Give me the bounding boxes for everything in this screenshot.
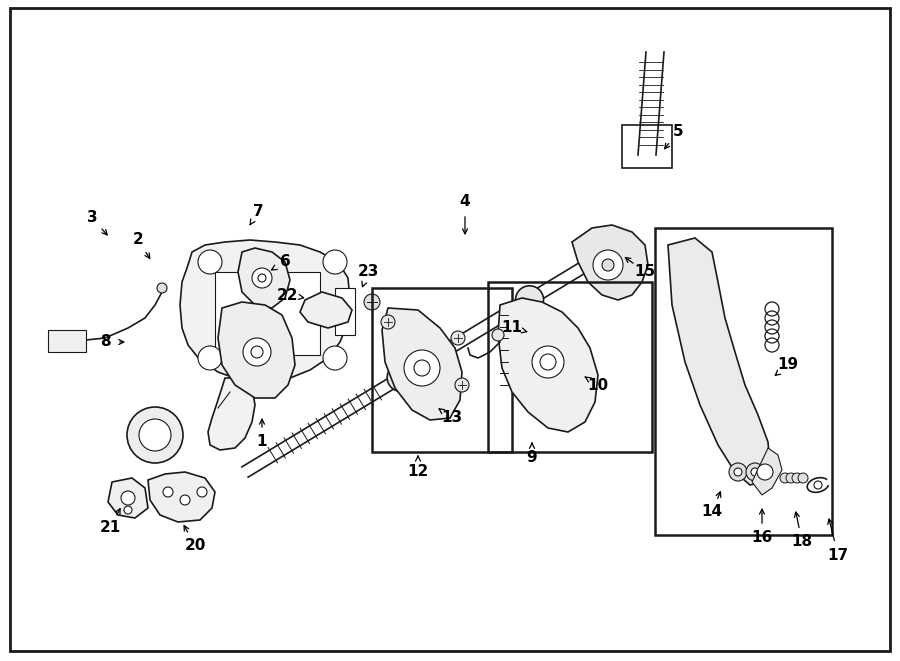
Text: 5: 5 [672, 124, 683, 139]
Circle shape [814, 481, 822, 489]
Circle shape [198, 346, 222, 370]
Polygon shape [668, 238, 770, 485]
Text: 16: 16 [752, 531, 772, 545]
Circle shape [180, 495, 190, 505]
Text: 19: 19 [778, 358, 798, 373]
Circle shape [258, 274, 266, 282]
Circle shape [139, 419, 171, 451]
Text: 14: 14 [701, 504, 723, 520]
Circle shape [734, 468, 742, 476]
Circle shape [532, 346, 564, 378]
Circle shape [414, 360, 430, 376]
Bar [372, 288, 512, 452]
Text: 6: 6 [280, 254, 291, 270]
Text: 13: 13 [441, 410, 463, 426]
Text: 23: 23 [357, 264, 379, 280]
Text: 17: 17 [827, 547, 849, 563]
Circle shape [780, 473, 790, 483]
Circle shape [251, 346, 263, 358]
Circle shape [404, 350, 440, 386]
Text: 9: 9 [526, 451, 537, 465]
Circle shape [124, 506, 132, 514]
Bar [48, 330, 86, 352]
Text: 7: 7 [253, 204, 264, 219]
Circle shape [746, 463, 764, 481]
Text: 8: 8 [100, 334, 111, 350]
Polygon shape [300, 292, 352, 328]
Circle shape [455, 378, 469, 392]
Circle shape [381, 315, 395, 329]
Polygon shape [218, 302, 295, 398]
Text: 2: 2 [132, 233, 143, 247]
Bar [488, 282, 652, 452]
Text: 4: 4 [460, 194, 471, 210]
Circle shape [157, 283, 167, 293]
Text: 10: 10 [588, 377, 608, 393]
Circle shape [243, 338, 271, 366]
Polygon shape [335, 288, 355, 335]
Text: 3: 3 [86, 210, 97, 225]
Polygon shape [238, 248, 290, 308]
Text: 18: 18 [791, 535, 813, 549]
Polygon shape [752, 448, 782, 495]
Circle shape [516, 286, 544, 314]
Circle shape [602, 259, 614, 271]
Circle shape [163, 487, 173, 497]
Circle shape [540, 354, 556, 370]
Polygon shape [180, 240, 350, 382]
Circle shape [798, 473, 808, 483]
Text: 15: 15 [634, 264, 655, 280]
Circle shape [751, 468, 759, 476]
Polygon shape [148, 472, 215, 522]
Circle shape [492, 329, 504, 341]
Polygon shape [382, 308, 462, 420]
Text: 22: 22 [277, 288, 299, 303]
Circle shape [121, 491, 135, 505]
Circle shape [451, 331, 465, 345]
Circle shape [252, 268, 272, 288]
Circle shape [387, 364, 415, 391]
Circle shape [792, 473, 802, 483]
Circle shape [197, 487, 207, 497]
Circle shape [198, 250, 222, 274]
Bar [622, 125, 672, 168]
Polygon shape [572, 225, 648, 300]
Polygon shape [498, 298, 598, 432]
Bar [655, 228, 832, 535]
Text: 12: 12 [408, 465, 428, 479]
Polygon shape [130, 418, 160, 452]
Circle shape [323, 346, 347, 370]
Polygon shape [215, 272, 320, 355]
Polygon shape [108, 478, 148, 518]
Circle shape [364, 294, 380, 310]
Text: 11: 11 [501, 321, 523, 336]
Circle shape [757, 464, 773, 480]
Circle shape [729, 463, 747, 481]
Text: 1: 1 [256, 434, 267, 449]
Text: 20: 20 [184, 537, 206, 553]
Circle shape [323, 250, 347, 274]
Circle shape [786, 473, 796, 483]
Circle shape [593, 250, 623, 280]
Circle shape [127, 407, 183, 463]
Text: 21: 21 [99, 520, 121, 535]
Polygon shape [208, 378, 255, 450]
